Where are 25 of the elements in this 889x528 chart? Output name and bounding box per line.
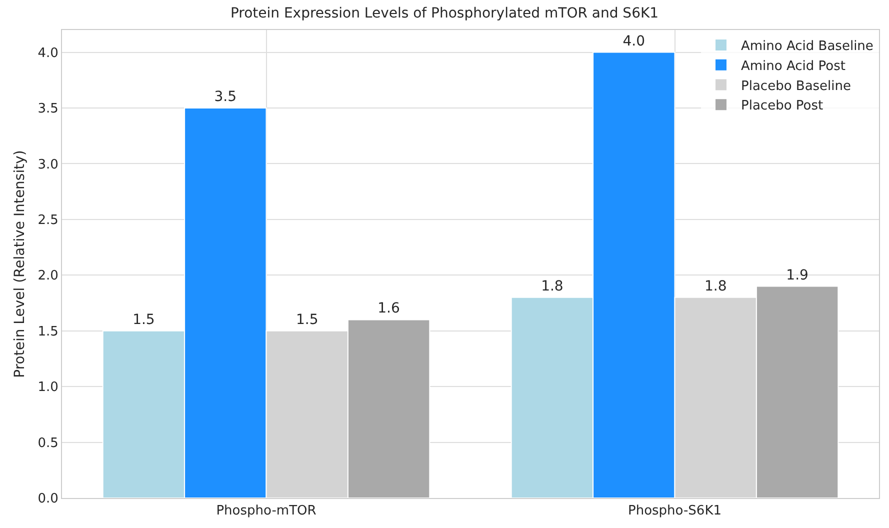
y-tick-label: 0.5 bbox=[38, 436, 58, 451]
data-label: 1.6 bbox=[378, 300, 400, 317]
data-label: 3.5 bbox=[214, 89, 237, 105]
y-tick-label: 2.0 bbox=[38, 268, 58, 284]
y-tick-label: 3.0 bbox=[38, 157, 58, 172]
y-tick-label: 1.0 bbox=[38, 380, 58, 396]
data-label: 1.9 bbox=[786, 267, 808, 284]
data-label: 1.8 bbox=[541, 278, 564, 294]
y-tick-label: 4.0 bbox=[38, 46, 58, 61]
chart-title: Protein Expression Levels of Phosphorylated mTOR and S6K1 bbox=[230, 6, 659, 22]
y-tick-label: 2.5 bbox=[38, 212, 58, 228]
legend-label: Placebo Post bbox=[741, 98, 824, 114]
y-axis-title: Protein Level (Relative Intensity) bbox=[12, 150, 28, 378]
x-tick-label: Phospho-mTOR bbox=[216, 504, 316, 519]
y-tick-label: 0.0 bbox=[38, 492, 58, 507]
data-label: 1.5 bbox=[296, 312, 318, 328]
data-label: 1.5 bbox=[132, 312, 155, 328]
legend-label: Amino Acid Post bbox=[741, 58, 846, 74]
legend-label: Placebo Baseline bbox=[741, 78, 852, 94]
data-label: 4.0 bbox=[622, 33, 646, 50]
x-tick-label: Phospho-S6K1 bbox=[628, 504, 722, 519]
y-tick-label: 3.5 bbox=[38, 102, 58, 117]
data-label: 1.8 bbox=[704, 278, 727, 294]
legend-label: Amino Acid Baseline bbox=[741, 39, 874, 54]
y-tick-label: 1.5 bbox=[38, 324, 58, 340]
